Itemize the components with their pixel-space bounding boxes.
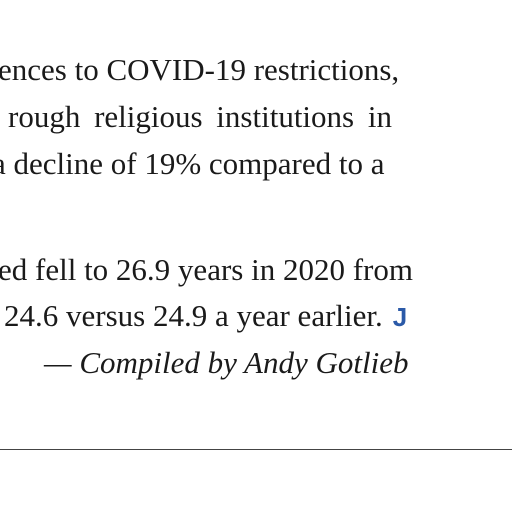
divider <box>0 449 512 450</box>
link[interactable]: J <box>392 302 408 332</box>
text-line: 24.6 versus 24.9 a year earlier. J <box>4 298 407 335</box>
text-line: ences to COVID-19 restrictions, <box>0 52 400 87</box>
text-line: a decline of 19% compared to a <box>0 146 385 181</box>
text-line: ed fell to 26.9 years in 2020 from <box>0 252 413 287</box>
text: 24.6 versus 24.9 a year earlier. <box>4 298 383 333</box>
text-line: rough religious institutions in <box>8 99 392 134</box>
credit: — Compiled by Andy Gotlieb <box>44 345 409 380</box>
